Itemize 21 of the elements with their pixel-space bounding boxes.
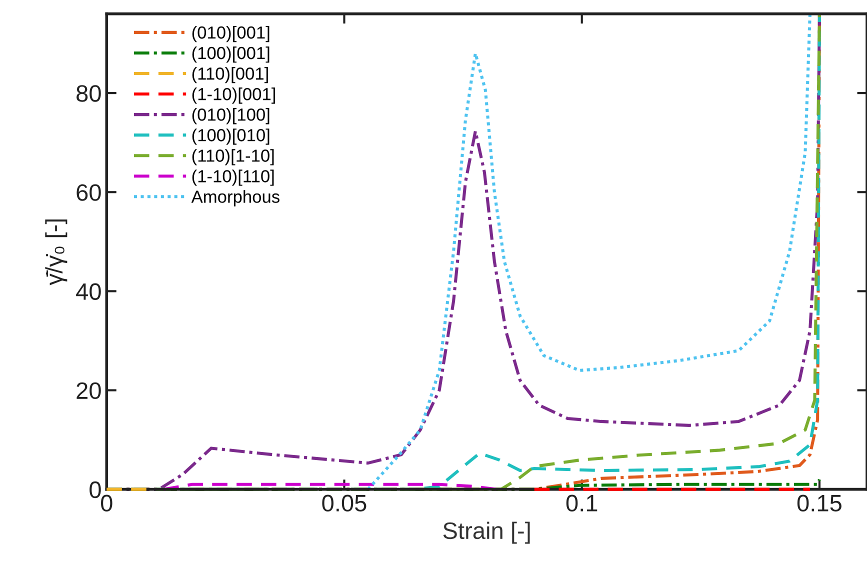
legend-label: (1-10)[001] bbox=[192, 88, 275, 104]
legend-label: (110)[001] bbox=[192, 67, 268, 84]
x-tick-label: 0.15 bbox=[797, 494, 842, 512]
x-tick-label: 0 bbox=[101, 494, 112, 512]
x-tick-label: 0.1 bbox=[566, 494, 598, 512]
y-tick-label: 40 bbox=[76, 283, 101, 300]
legend-label: (110)[1-10] bbox=[192, 149, 274, 166]
legend-label: Amorphous bbox=[191, 190, 280, 206]
legend-label: (1-10)[110] bbox=[192, 170, 274, 186]
y-tick-label: 80 bbox=[76, 85, 101, 102]
y-axis-title: γ̇̄/γ̇₀ [-] bbox=[45, 219, 68, 286]
x-tick-label: 0.05 bbox=[322, 494, 366, 512]
line-series bbox=[366, 12, 812, 491]
legend-label: (010)[001] bbox=[192, 26, 270, 42]
legend-label: (100)[001] bbox=[192, 46, 270, 63]
legend-label: (010)[100] bbox=[192, 108, 270, 124]
y-tick-label: 20 bbox=[76, 382, 101, 400]
legend-label: (100)[010] bbox=[192, 128, 270, 145]
y-tick-label: 60 bbox=[76, 184, 101, 201]
y-tick-label: 0 bbox=[90, 481, 101, 498]
x-axis-title: Strain [-] bbox=[443, 522, 530, 544]
